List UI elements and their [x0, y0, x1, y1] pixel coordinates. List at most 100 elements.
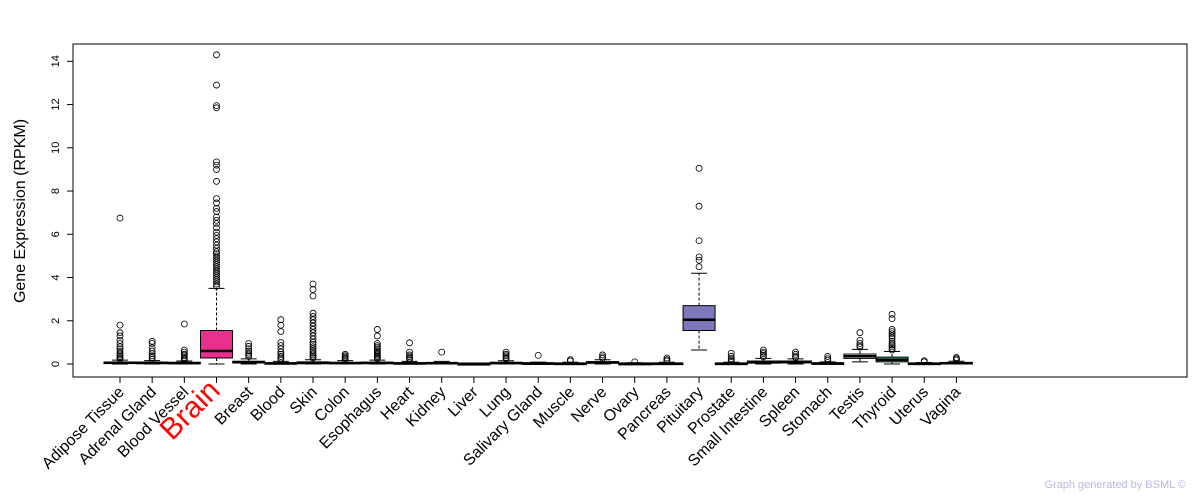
box-group [393, 339, 427, 365]
x-tick-label: Nerve [568, 384, 610, 426]
outlier-point [116, 355, 124, 363]
outlier-point [309, 319, 317, 327]
outlier-point [245, 353, 253, 360]
y-tick-label: 8 [50, 188, 62, 194]
outlier-point [888, 315, 896, 323]
outlier-point [695, 202, 703, 210]
box-group [200, 51, 234, 365]
box [200, 330, 234, 359]
outlier-point [920, 358, 928, 366]
outlier-point [245, 340, 253, 347]
outlier-point [566, 357, 574, 365]
outlier-point [695, 263, 703, 271]
outlier-point [213, 213, 220, 221]
outlier-point [213, 102, 220, 110]
outlier-point [309, 341, 317, 348]
outlier-point [213, 166, 220, 173]
box-group [264, 316, 298, 365]
outlier-point [213, 161, 220, 169]
outlier-point [534, 351, 542, 359]
outlier-point [213, 276, 220, 284]
y-axis-label: Gene Expression (RPKM) [12, 119, 29, 303]
outlier-point [277, 353, 285, 360]
outlier-point [213, 81, 220, 89]
outlier-point [116, 336, 124, 344]
outlier-point [760, 350, 767, 358]
outlier-point [406, 351, 413, 359]
box-group [360, 326, 394, 365]
box-group [650, 354, 684, 366]
outlier-point [888, 330, 896, 338]
box-group [296, 280, 330, 365]
outlier-point [953, 356, 960, 364]
y-tick-label: 12 [50, 98, 62, 110]
outlier-point [213, 228, 220, 236]
outlier-point [406, 356, 413, 364]
outlier-point [116, 340, 124, 347]
outlier-point [856, 329, 864, 337]
y-axis: 0 2 4 6 8 10 12 14 [50, 55, 74, 367]
outlier-point [213, 195, 220, 203]
outlier-point [213, 252, 220, 260]
outlier-point [695, 253, 703, 261]
outlier-point [309, 354, 317, 362]
outlier-point [213, 261, 220, 268]
outlier-point [116, 321, 124, 329]
y-tick-label: 14 [50, 55, 62, 67]
outlier-point [373, 340, 381, 347]
credit-text: Graph generated by BSML © [1044, 479, 1186, 491]
outlier-point [213, 235, 220, 243]
outlier-point [213, 280, 220, 288]
outlier-point [856, 336, 864, 344]
outlier-point [599, 351, 606, 359]
outlier-point [213, 274, 220, 281]
outlier-point [888, 332, 896, 340]
box-group [682, 164, 716, 351]
outlier-point [213, 269, 220, 277]
outlier-point [888, 310, 896, 318]
outlier-point [760, 346, 767, 354]
outlier-point [277, 350, 285, 358]
outlier-point [213, 265, 220, 273]
outlier-point [213, 256, 220, 264]
outlier-point [760, 353, 767, 361]
outlier-point [148, 340, 156, 347]
outlier-point [792, 350, 799, 358]
y-tick-label: 0 [50, 361, 62, 367]
outlier-point [309, 326, 317, 333]
box-group [811, 353, 845, 365]
outlier-point [309, 335, 317, 343]
outlier-point [502, 348, 510, 356]
outlier-point [213, 254, 220, 262]
outlier-point [277, 345, 285, 353]
outlier-point [309, 329, 317, 337]
outlier-point [727, 353, 735, 360]
y-tick-label: 4 [50, 274, 62, 280]
outlier-point [116, 332, 124, 340]
outlier-point [695, 237, 703, 245]
outlier-point [213, 271, 220, 279]
outlier-point [213, 282, 220, 290]
x-tick-label: Liver [445, 383, 482, 420]
outlier-point [373, 355, 381, 363]
outlier-point [792, 354, 799, 361]
outlier-point [727, 358, 735, 365]
outlier-point [148, 355, 156, 363]
outlier-point [148, 337, 156, 345]
outlier-point [888, 326, 896, 333]
outlier-point [213, 241, 220, 249]
outlier-point [277, 342, 285, 350]
outlier-point [309, 286, 317, 293]
outlier-point [213, 278, 220, 286]
outlier-point [856, 343, 864, 351]
box-group [779, 348, 813, 365]
outlier-point [116, 343, 124, 351]
outlier-point [599, 355, 606, 362]
outlier-point [213, 244, 220, 252]
outlier-point [695, 256, 703, 264]
outlier-point [213, 208, 220, 215]
outlier-point [180, 320, 188, 328]
y-tick-label: 6 [50, 231, 62, 237]
